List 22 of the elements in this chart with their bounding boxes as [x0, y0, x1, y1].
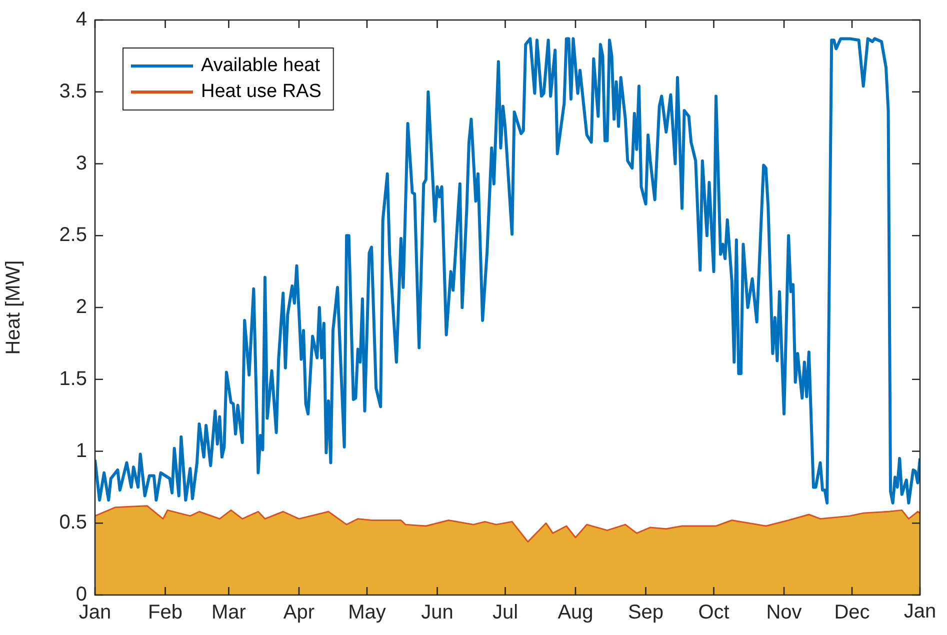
y-tick-label: 2	[76, 296, 87, 318]
x-tick-label: Oct	[698, 602, 730, 624]
y-tick-label: 4	[76, 8, 87, 31]
legend-label: Available heat	[201, 55, 321, 76]
x-tick-label: Jun	[421, 602, 454, 624]
x-tick-label: Mar	[211, 602, 246, 624]
y-tick-label: 3.5	[59, 80, 87, 102]
y-axis-title: Heat [MW]	[2, 260, 25, 355]
x-tick-label: Sep	[628, 602, 664, 624]
x-tick-label: Aug	[558, 602, 594, 624]
legend-label: Heat use RAS	[201, 81, 322, 102]
x-tick-label: Jul	[492, 602, 518, 624]
y-tick-label: 2.5	[59, 224, 87, 246]
y-tick-label: 3	[76, 152, 87, 174]
x-tick-label: Dec	[834, 602, 870, 624]
x-tick-label: Feb	[148, 602, 182, 624]
x-tick-label: Nov	[766, 602, 802, 624]
y-tick-label: 1	[76, 440, 87, 462]
y-tick-label: 1.5	[59, 368, 87, 390]
y-tick-label: 0.5	[59, 512, 87, 534]
x-tick-label: Apr	[283, 602, 315, 624]
x-tick-label: May	[348, 602, 386, 624]
